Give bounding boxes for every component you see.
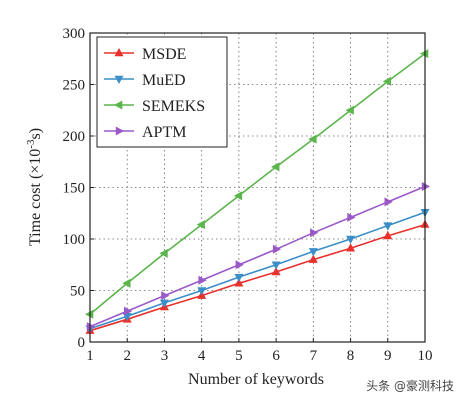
legend-marker-aptm — [115, 126, 124, 136]
series-msde — [85, 219, 430, 334]
y-axis-label-exponent: -3 — [25, 139, 37, 149]
legend-label-aptm: APTM — [142, 124, 186, 141]
y-axis-label: Time cost (×10-3s) — [25, 128, 44, 246]
data-point-semeks — [420, 49, 429, 59]
data-point-semeks — [382, 76, 391, 86]
series-line-aptm — [89, 185, 426, 328]
legend-marker-mued — [114, 75, 124, 84]
x-tick-label: 4 — [198, 348, 206, 364]
data-point-semeks — [271, 162, 280, 172]
x-tick-label: 8 — [347, 348, 355, 364]
y-tick-label: 100 — [63, 232, 86, 248]
y-axis-label-suffix: s) — [27, 128, 44, 140]
x-tick-label: 10 — [418, 348, 433, 364]
data-point-semeks — [308, 134, 317, 144]
data-point-aptm — [161, 291, 170, 301]
data-point-aptm — [86, 322, 95, 332]
data-point-msde — [234, 278, 244, 287]
x-tick-label: 2 — [123, 348, 131, 364]
data-point-mued — [159, 299, 169, 308]
legend-marker-semeks — [114, 100, 123, 110]
series-mued — [85, 209, 430, 334]
series-layer — [85, 49, 430, 334]
series-aptm — [86, 182, 430, 332]
y-axis-label-main: Time cost (×10 — [27, 149, 44, 246]
x-tick-label: 9 — [384, 348, 392, 364]
legend-label-msde: MSDE — [142, 46, 186, 63]
legend-marker-msde — [114, 48, 124, 57]
data-point-aptm — [198, 275, 207, 285]
data-point-aptm — [272, 244, 282, 254]
data-point-mued — [383, 222, 393, 231]
x-tick-label: 7 — [310, 348, 318, 364]
series-line-msde — [89, 223, 426, 332]
series-line-mued — [89, 211, 426, 330]
data-point-semeks — [233, 191, 243, 201]
data-point-mued — [308, 248, 318, 257]
data-point-msde — [383, 230, 393, 240]
series-line-semeks — [89, 52, 426, 315]
legend-label-mued: MuED — [142, 72, 186, 89]
legend-label-semeks: SEMEKS — [142, 98, 205, 115]
series-semeks — [85, 49, 429, 319]
data-point-msde — [271, 267, 281, 276]
data-point-mued — [234, 273, 244, 283]
data-point-aptm — [384, 197, 393, 207]
legend: MSDE MuED SEMEKS APTM — [96, 36, 228, 148]
data-point-semeks — [345, 105, 354, 115]
y-tick-label: 150 — [63, 181, 86, 197]
data-point-semeks — [85, 309, 94, 319]
y-tick-label: 0 — [78, 335, 86, 351]
x-tick-label: 6 — [272, 348, 280, 364]
y-tick-label: 50 — [70, 284, 85, 300]
data-point-aptm — [347, 212, 356, 222]
data-point-semeks — [122, 278, 131, 288]
data-point-msde — [346, 243, 356, 252]
data-point-aptm — [421, 182, 430, 191]
x-axis-label: Number of keywords — [188, 371, 324, 388]
y-tick-label: 250 — [63, 78, 86, 94]
data-point-mued — [271, 261, 281, 270]
data-point-aptm — [235, 260, 244, 270]
x-tick-label: 1 — [86, 348, 94, 364]
watermark-text: 头条 @豪测科技 — [366, 378, 454, 393]
data-point-semeks — [159, 248, 168, 258]
data-point-aptm — [310, 228, 319, 238]
x-tick-label: 5 — [235, 348, 243, 364]
grid — [90, 33, 425, 342]
data-point-mued — [346, 235, 356, 244]
data-point-mued — [197, 287, 207, 296]
data-point-semeks — [196, 220, 205, 230]
x-tick-label: 3 — [161, 348, 169, 364]
y-tick-label: 200 — [63, 129, 86, 145]
y-tick-label: 300 — [63, 26, 86, 42]
data-point-msde — [308, 254, 318, 263]
data-point-aptm — [124, 306, 133, 316]
